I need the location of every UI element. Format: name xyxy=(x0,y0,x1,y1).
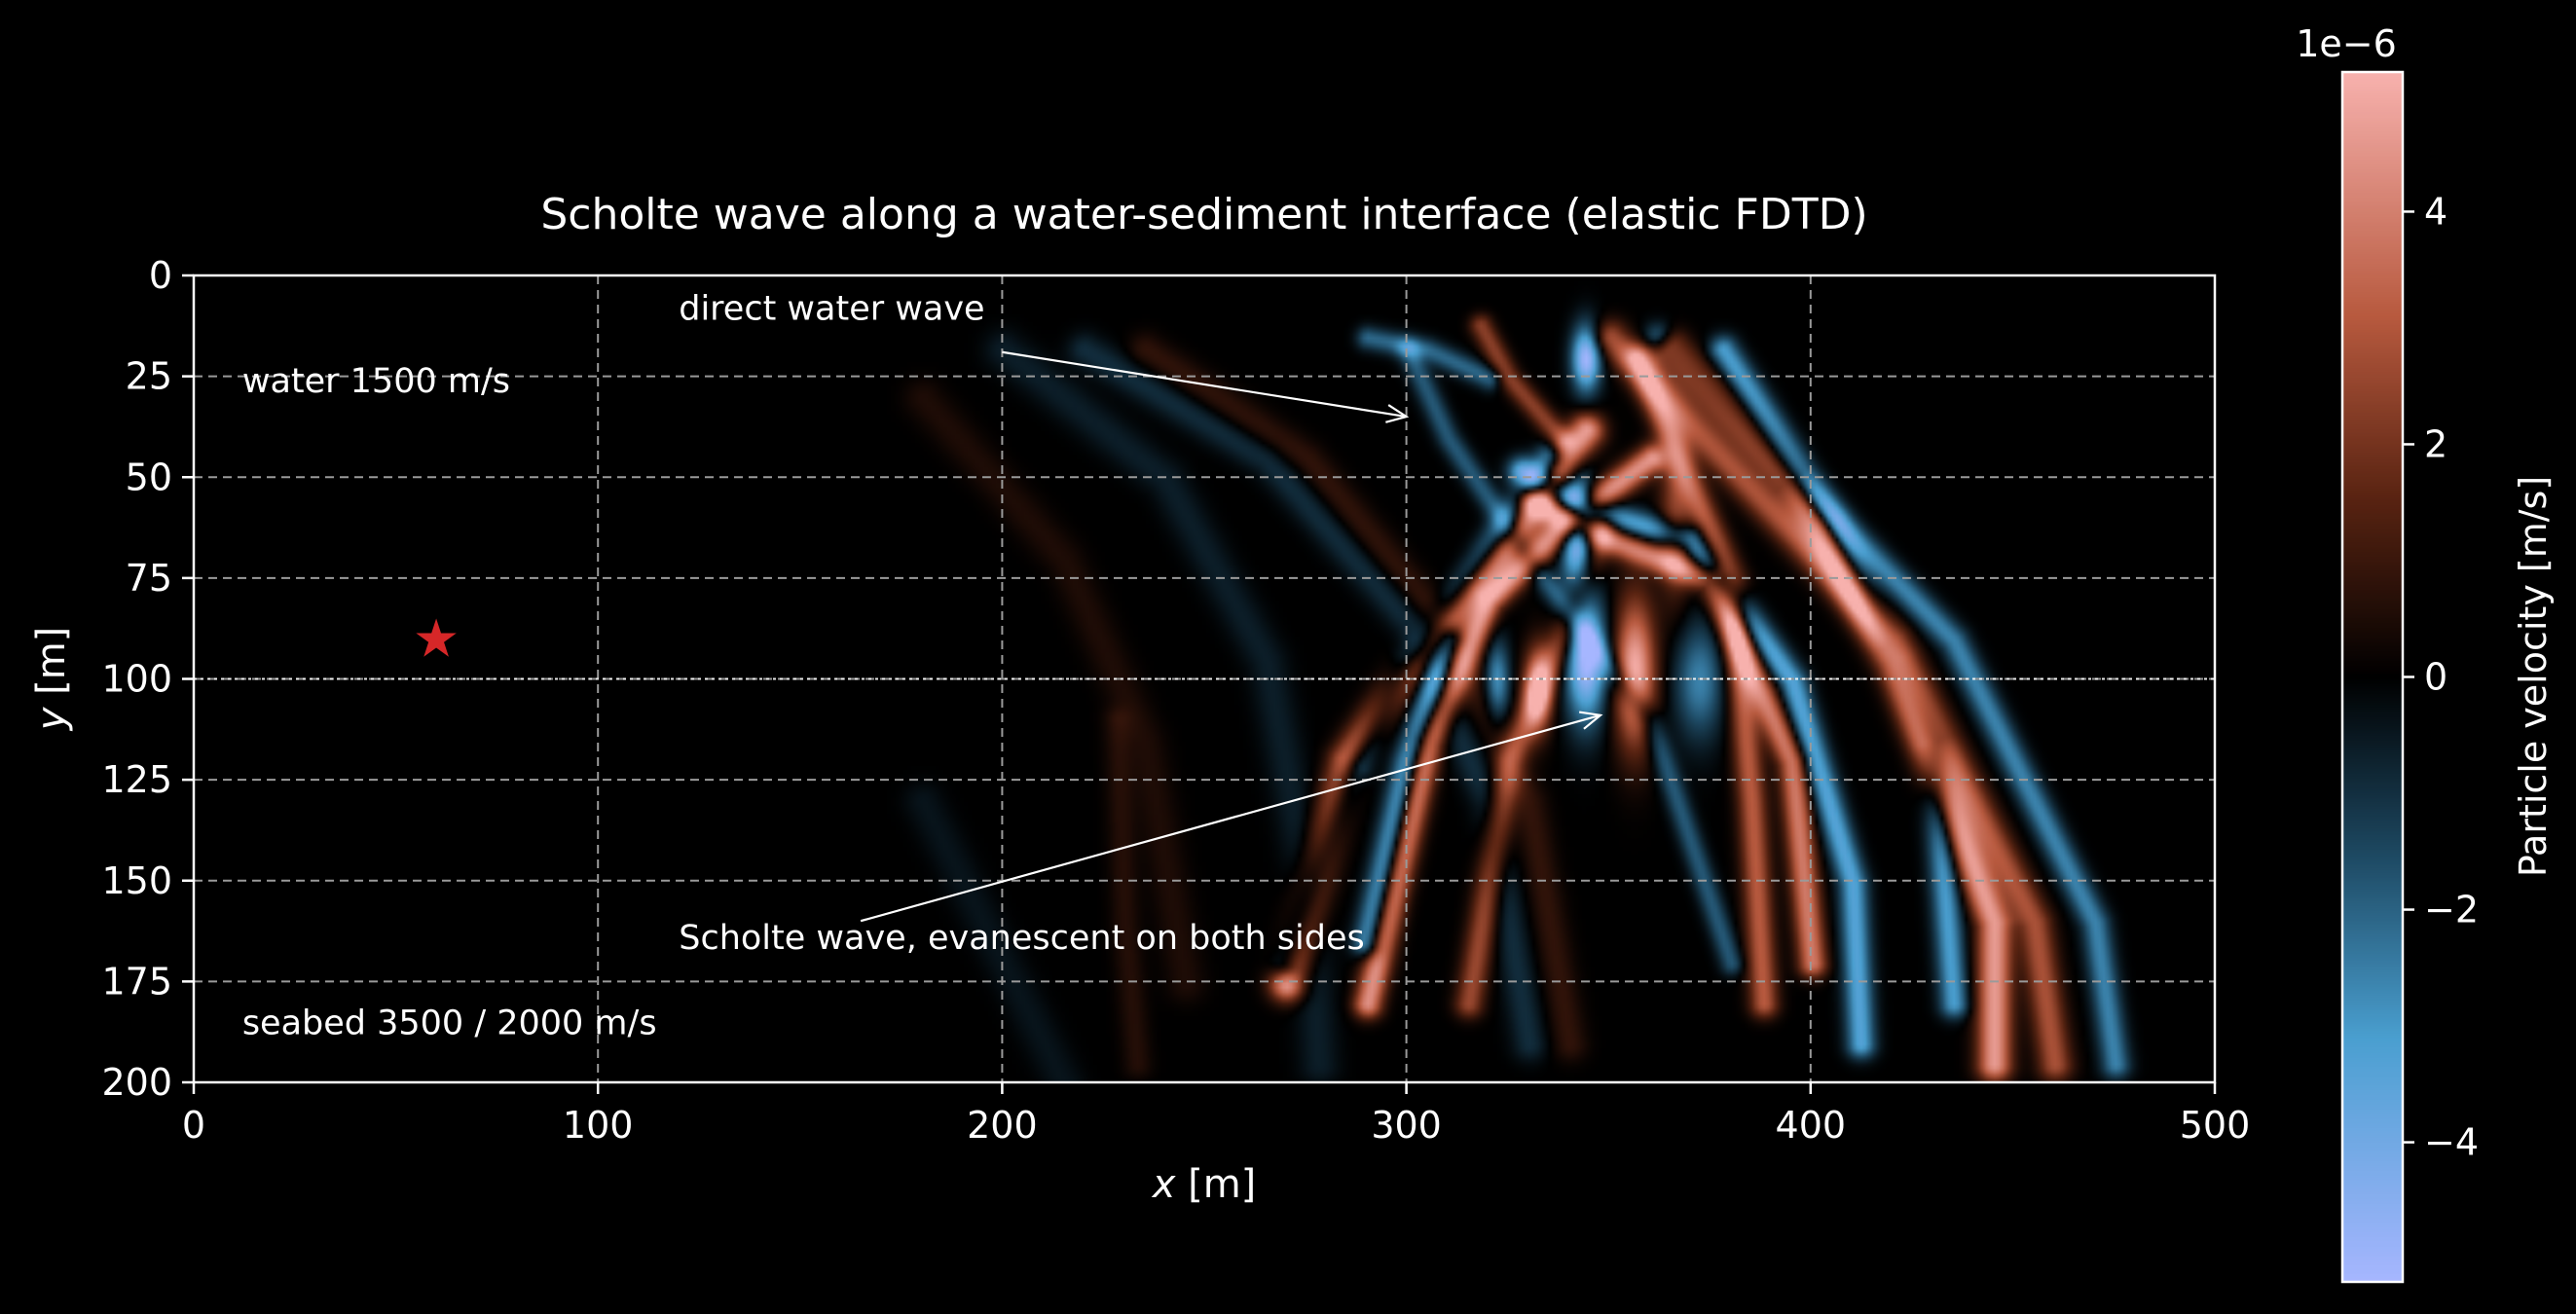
x-tick-label: 400 xyxy=(1776,1104,1847,1147)
x-axis: 0 100 200 300 400 500 xyxy=(182,1082,2250,1147)
annotations: direct water wave Scholte wave, evanescen… xyxy=(679,290,1603,958)
colorbar-ticks: −4 −2 0 2 4 xyxy=(2403,190,2479,1164)
y-tick-label: 200 xyxy=(101,1061,172,1104)
y-tick-label: 175 xyxy=(101,960,172,1003)
x-axis-label: x [m] xyxy=(1151,1162,1257,1207)
annotation-text: Scholte wave, evanescent on both sides xyxy=(679,919,1365,958)
y-axis-label: y [m] xyxy=(29,627,74,732)
colorbar-offset-text: 1e−6 xyxy=(2296,22,2397,65)
plot-area: ★ direct water wave Scholte wave, evanesc… xyxy=(192,274,2217,1084)
y-tick-label: 25 xyxy=(126,355,172,398)
colorbar: −4 −2 0 2 4 1e−6 Particle velocity [m/s] xyxy=(2296,22,2555,1284)
region-labels: water 1500 m/s seabed 3500 / 2000 m/s xyxy=(242,362,657,1042)
y-tick-label: 0 xyxy=(149,254,172,297)
colorbar-tick-label: 2 xyxy=(2424,422,2447,465)
chart-title: Scholte wave along a water-sediment inte… xyxy=(540,190,1867,239)
annotation-text: direct water wave xyxy=(679,290,984,329)
y-tick-label: 150 xyxy=(101,859,172,902)
x-tick-label: 200 xyxy=(967,1104,1038,1147)
region-label: seabed 3500 / 2000 m/s xyxy=(242,1004,657,1042)
source-star-icon: ★ xyxy=(413,608,460,670)
colorbar-tick-label: −4 xyxy=(2424,1121,2479,1164)
annotation-arrow xyxy=(1002,350,1407,419)
colorbar-tick-label: 0 xyxy=(2424,656,2447,699)
y-axis: 0 25 50 75 100 125 150 175 200 xyxy=(101,254,194,1104)
y-tick-label: 125 xyxy=(101,758,172,801)
x-tick-label: 100 xyxy=(563,1104,634,1147)
x-tick-label: 300 xyxy=(1371,1104,1442,1147)
colorbar-tick-label: −2 xyxy=(2424,889,2479,931)
x-tick-label: 500 xyxy=(2180,1104,2251,1147)
y-tick-label: 50 xyxy=(126,456,172,498)
colorbar-tick-label: 4 xyxy=(2424,190,2447,233)
region-label: water 1500 m/s xyxy=(242,362,510,401)
y-tick-label: 75 xyxy=(126,557,172,600)
annotation-arrow xyxy=(860,713,1601,923)
annotation-arrowhead xyxy=(1578,711,1603,730)
colorbar-label: Particle velocity [m/s] xyxy=(2512,476,2555,877)
annotation-arrowhead xyxy=(1385,404,1410,423)
colorbar-gradient xyxy=(2342,72,2403,1282)
y-tick-label: 100 xyxy=(101,658,172,701)
x-tick-label: 0 xyxy=(182,1104,205,1147)
